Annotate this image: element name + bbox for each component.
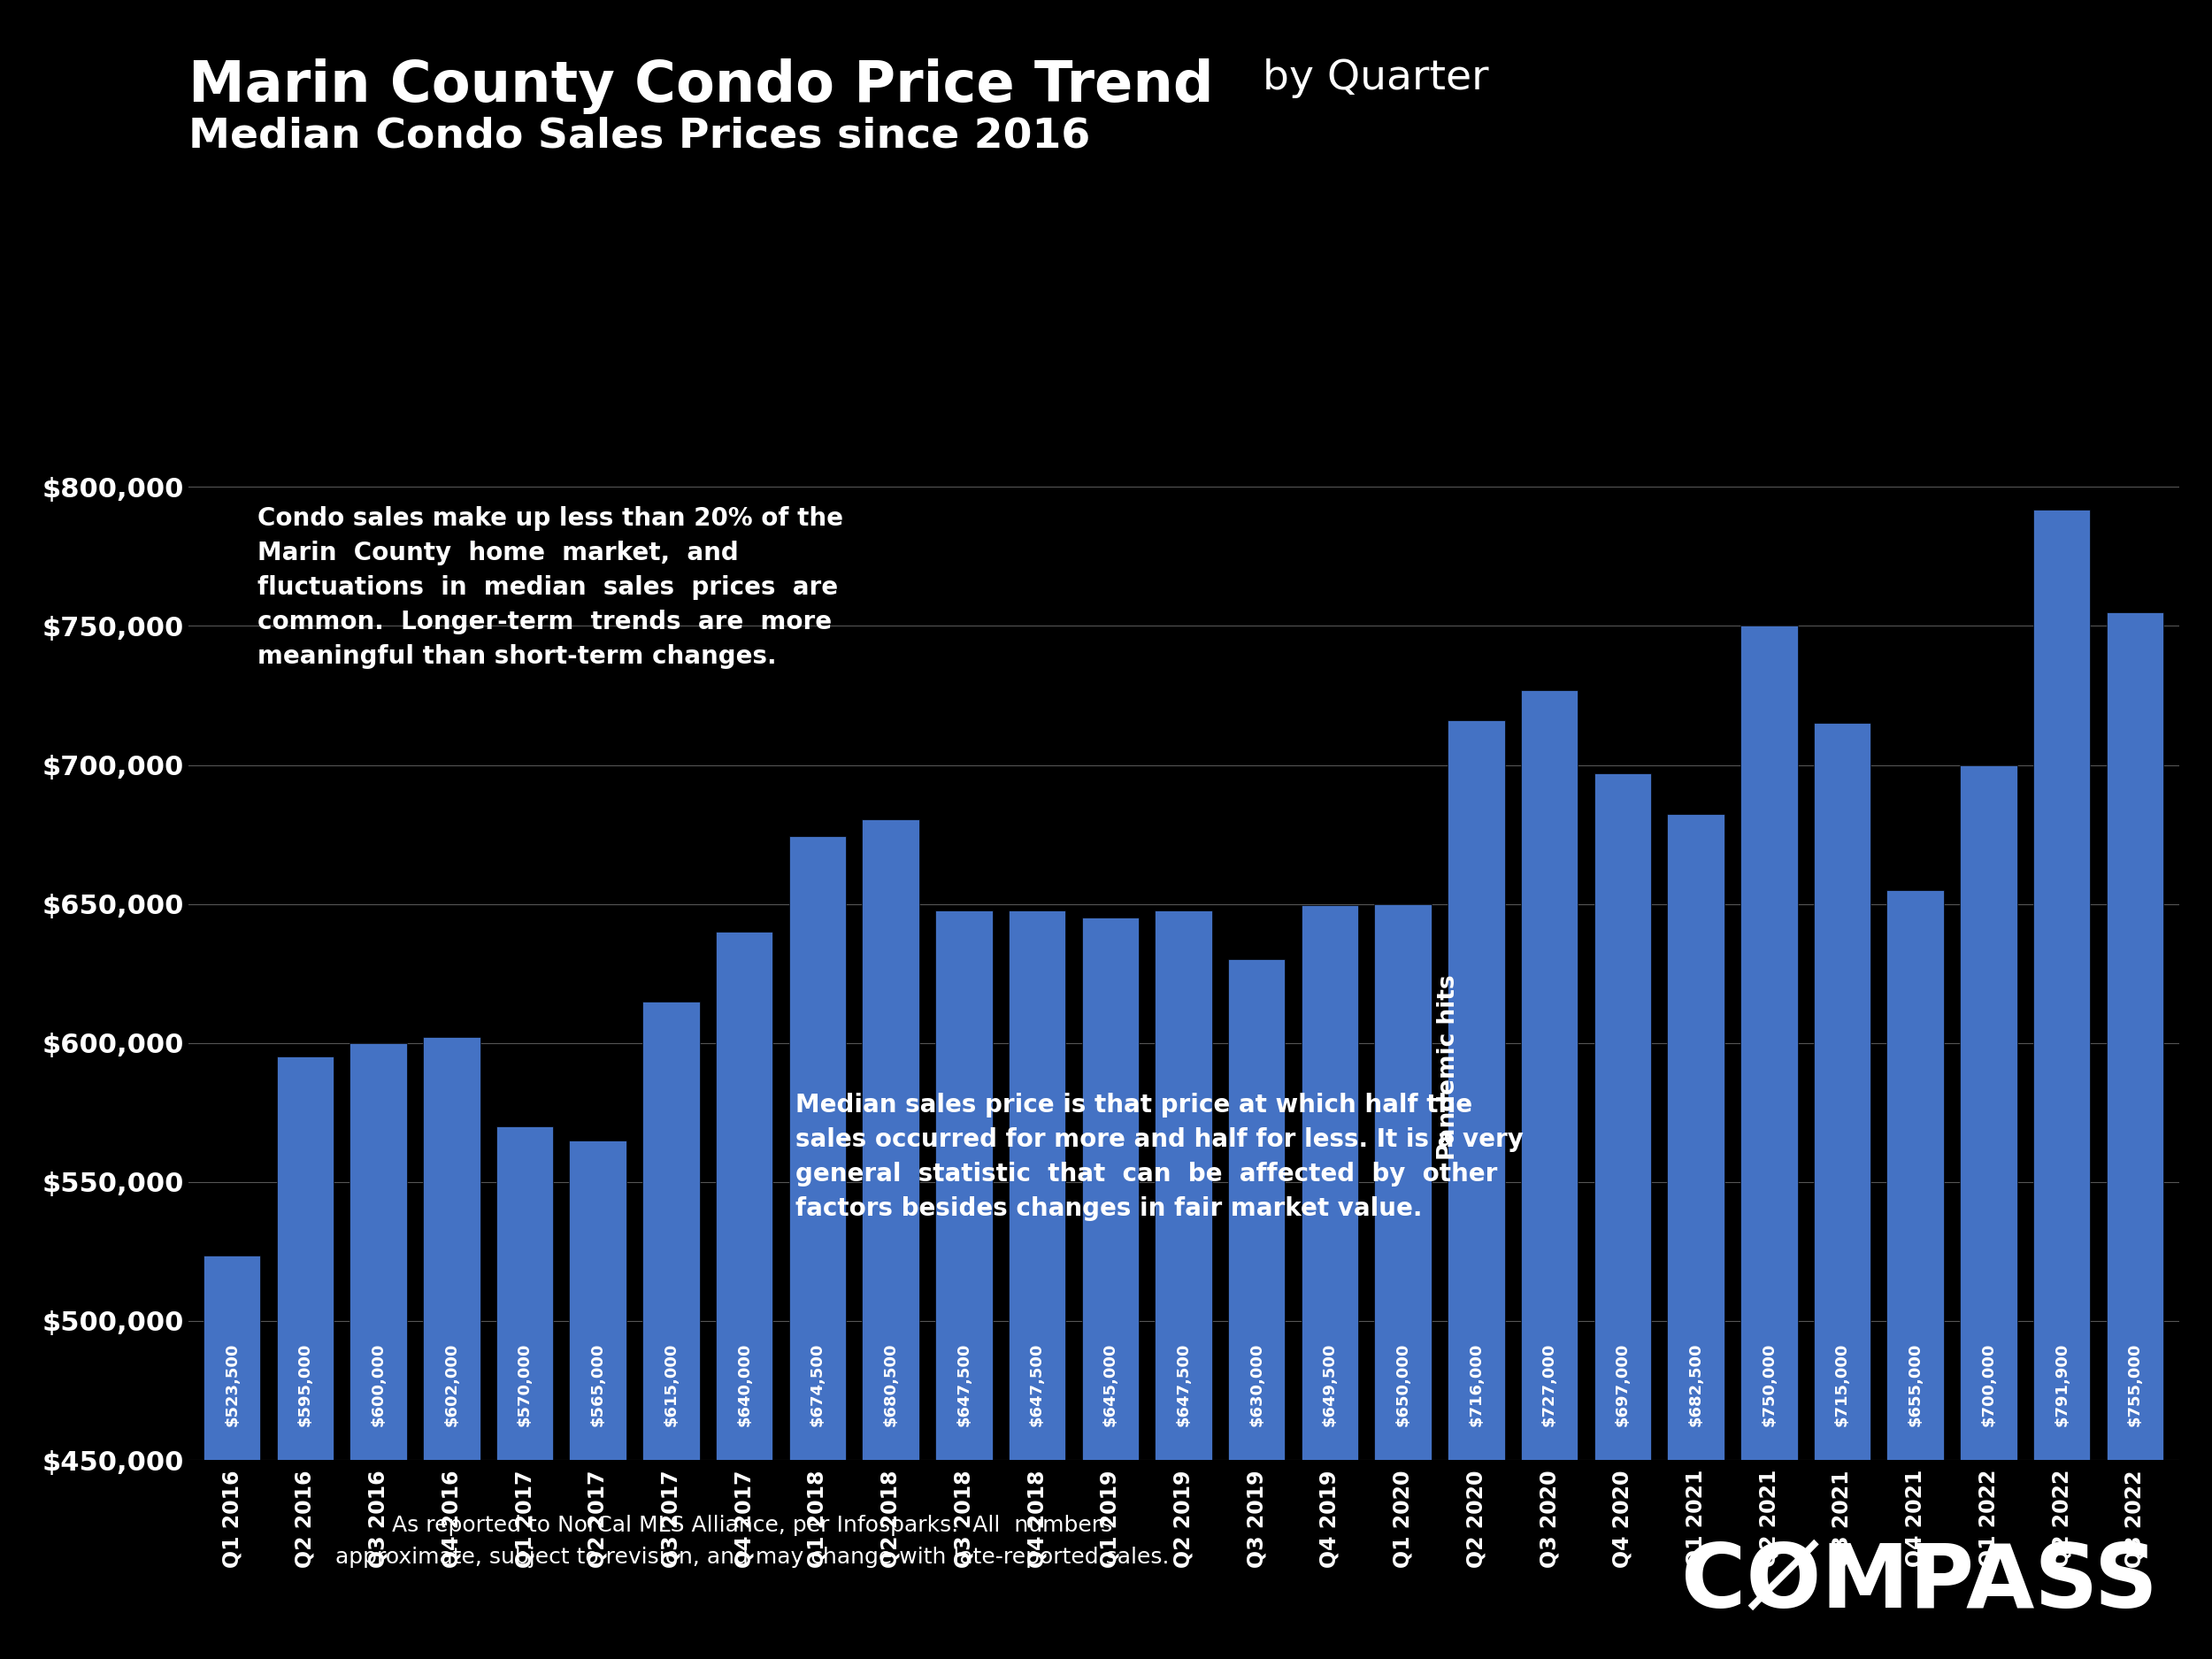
Text: $750,000: $750,000	[1761, 1344, 1776, 1427]
Bar	[1595, 773, 1650, 1460]
Bar	[1814, 723, 1871, 1460]
Text: $650,000: $650,000	[1396, 1344, 1411, 1427]
Bar	[1374, 904, 1431, 1460]
Text: Marin County Condo Price Trend: Marin County Condo Price Trend	[188, 58, 1212, 114]
Text: $523,500: $523,500	[223, 1344, 239, 1427]
Text: $647,500: $647,500	[956, 1344, 971, 1427]
Bar	[1155, 911, 1212, 1460]
Text: CØMPASS: CØMPASS	[1681, 1540, 2159, 1626]
Bar	[2033, 509, 2090, 1460]
Text: Median sales price is that price at which half the
sales occurred for more and h: Median sales price is that price at whic…	[796, 1093, 1524, 1221]
Text: $700,000: $700,000	[1980, 1344, 1997, 1427]
Text: $615,000: $615,000	[664, 1344, 679, 1427]
Text: by Quarter: by Quarter	[1250, 58, 1489, 98]
Bar	[717, 932, 772, 1460]
Text: $727,000: $727,000	[1542, 1344, 1557, 1427]
Text: $565,000: $565,000	[591, 1344, 606, 1427]
Text: $791,900: $791,900	[2053, 1344, 2070, 1427]
Bar	[1668, 813, 1725, 1460]
Bar	[1009, 911, 1066, 1460]
Text: $716,000: $716,000	[1469, 1344, 1484, 1427]
Text: $680,500: $680,500	[883, 1342, 898, 1427]
Bar	[204, 1256, 261, 1460]
Bar	[1741, 625, 1798, 1460]
Text: $697,000: $697,000	[1615, 1344, 1630, 1427]
Bar	[641, 1002, 699, 1460]
Bar	[349, 1044, 407, 1460]
Text: $647,500: $647,500	[1175, 1344, 1192, 1427]
Bar	[422, 1037, 480, 1460]
Text: $715,000: $715,000	[1834, 1344, 1849, 1427]
Text: Pandemic hits: Pandemic hits	[1438, 974, 1460, 1160]
Text: $682,500: $682,500	[1688, 1342, 1703, 1427]
Text: $570,000: $570,000	[518, 1344, 533, 1427]
Text: $640,000: $640,000	[737, 1344, 752, 1427]
Bar	[1887, 889, 1944, 1460]
Text: Median Condo Sales Prices since 2016: Median Condo Sales Prices since 2016	[188, 116, 1091, 156]
Text: Condo sales make up less than 20% of the
Marin  County  home  market,  and
fluct: Condo sales make up less than 20% of the…	[257, 506, 843, 669]
Bar	[1447, 720, 1504, 1460]
Text: $647,500: $647,500	[1029, 1344, 1044, 1427]
Text: As reported to NorCal MLS Alliance, per Infosparks.  All  numbers
approximate, s: As reported to NorCal MLS Alliance, per …	[336, 1515, 1170, 1568]
Text: $595,000: $595,000	[296, 1344, 314, 1427]
Text: $649,500: $649,500	[1323, 1344, 1338, 1427]
Bar	[863, 820, 920, 1460]
Text: $755,000: $755,000	[2128, 1344, 2143, 1427]
Bar	[276, 1057, 334, 1460]
Bar	[1228, 959, 1285, 1460]
Bar	[1301, 906, 1358, 1460]
Bar	[1522, 690, 1577, 1460]
Text: $655,000: $655,000	[1907, 1344, 1922, 1427]
Bar	[790, 836, 845, 1460]
Text: $600,000: $600,000	[369, 1344, 387, 1427]
Bar	[1960, 765, 2017, 1460]
Bar	[936, 911, 993, 1460]
Bar	[1082, 917, 1139, 1460]
Bar	[2106, 612, 2163, 1460]
Text: $630,000: $630,000	[1248, 1344, 1265, 1427]
Bar	[495, 1126, 553, 1460]
Text: $674,500: $674,500	[810, 1344, 825, 1427]
Bar	[568, 1140, 626, 1460]
Text: $645,000: $645,000	[1102, 1344, 1119, 1427]
Text: $602,000: $602,000	[445, 1344, 460, 1427]
